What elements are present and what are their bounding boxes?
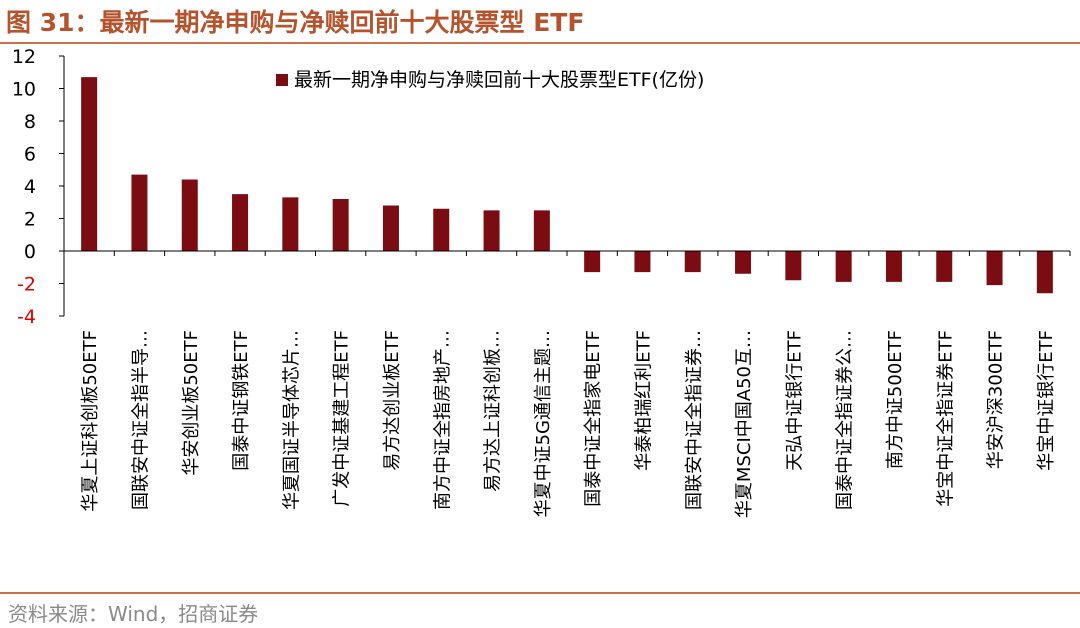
bar bbox=[131, 174, 148, 251]
y-tick-label: 2 bbox=[24, 209, 36, 231]
bar bbox=[382, 205, 399, 251]
y-tick-label: 4 bbox=[24, 176, 36, 198]
bar bbox=[735, 251, 752, 274]
bar bbox=[332, 199, 349, 251]
y-tick-label: -4 bbox=[17, 306, 36, 328]
y-tick-label: 6 bbox=[24, 144, 36, 166]
legend-swatch bbox=[276, 74, 288, 86]
category-label: 易方达创业板ETF bbox=[382, 330, 403, 471]
bar bbox=[181, 179, 198, 251]
category-label: 华夏中证5G通信主题… bbox=[533, 330, 554, 517]
bar bbox=[483, 210, 500, 251]
bar bbox=[232, 194, 249, 251]
category-label: 天弘中证银行ETF bbox=[784, 330, 805, 471]
footer-divider bbox=[0, 592, 1080, 594]
bar bbox=[785, 251, 802, 281]
title-divider bbox=[0, 42, 1080, 44]
bar bbox=[533, 210, 550, 251]
figure-title: 图 31：最新一期净申购与净赎回前十大股票型 ETF bbox=[6, 8, 585, 37]
bar bbox=[885, 251, 902, 282]
bar bbox=[433, 208, 450, 251]
category-label: 华宝中证银行ETF bbox=[1036, 330, 1057, 471]
y-tick-label: 0 bbox=[24, 241, 36, 263]
category-label: 华夏国证半导体芯片… bbox=[281, 330, 302, 510]
category-label: 南方中证全指房地产… bbox=[432, 330, 453, 510]
bar-chart: 12 10 8 6 4 2 0 -2 -4 华夏上证科创板50ETF 国联安中证全指半导… 华安创业… bbox=[12, 46, 1071, 518]
category-label: 广发中证基建工程ETF bbox=[332, 330, 353, 507]
category-label: 华安创业板50ETF bbox=[181, 330, 202, 476]
category-label: 国泰中证钢铁ETF bbox=[231, 330, 252, 471]
bar bbox=[282, 197, 299, 251]
bar bbox=[684, 251, 701, 273]
bar bbox=[936, 251, 953, 282]
legend-label: 最新一期净申购与净赎回前十大股票型ETF(亿份) bbox=[294, 69, 704, 91]
y-tick-label: 8 bbox=[24, 111, 36, 133]
category-label: 易方达上证科创板… bbox=[483, 330, 504, 492]
bar bbox=[584, 251, 601, 273]
bar bbox=[1036, 251, 1053, 294]
category-label: 华夏上证科创板50ETF bbox=[80, 330, 101, 512]
category-label: 华安沪深300ETF bbox=[986, 330, 1007, 469]
y-tick-label: 10 bbox=[12, 79, 36, 101]
y-tick-label: 12 bbox=[12, 46, 36, 68]
y-tick-label: -2 bbox=[17, 274, 36, 296]
bar bbox=[634, 251, 651, 273]
category-label: 国泰中证全指家电ETF bbox=[583, 330, 604, 507]
bar bbox=[986, 251, 1003, 286]
bar bbox=[835, 251, 852, 282]
bar bbox=[81, 77, 98, 251]
category-label: 国泰中证全指证券公… bbox=[835, 330, 856, 510]
category-label: 华夏MSCI中国A50互… bbox=[734, 330, 755, 518]
source-note: 资料来源：Wind，招商证券 bbox=[8, 602, 259, 626]
category-label: 国联安中证全指证券… bbox=[684, 330, 705, 510]
category-label: 国联安中证全指半导… bbox=[130, 330, 151, 510]
category-label: 南方中证500ETF bbox=[885, 330, 906, 469]
category-label: 华宝中证全指证券ETF bbox=[935, 330, 956, 507]
category-label: 华泰柏瑞红利ETF bbox=[633, 330, 654, 471]
